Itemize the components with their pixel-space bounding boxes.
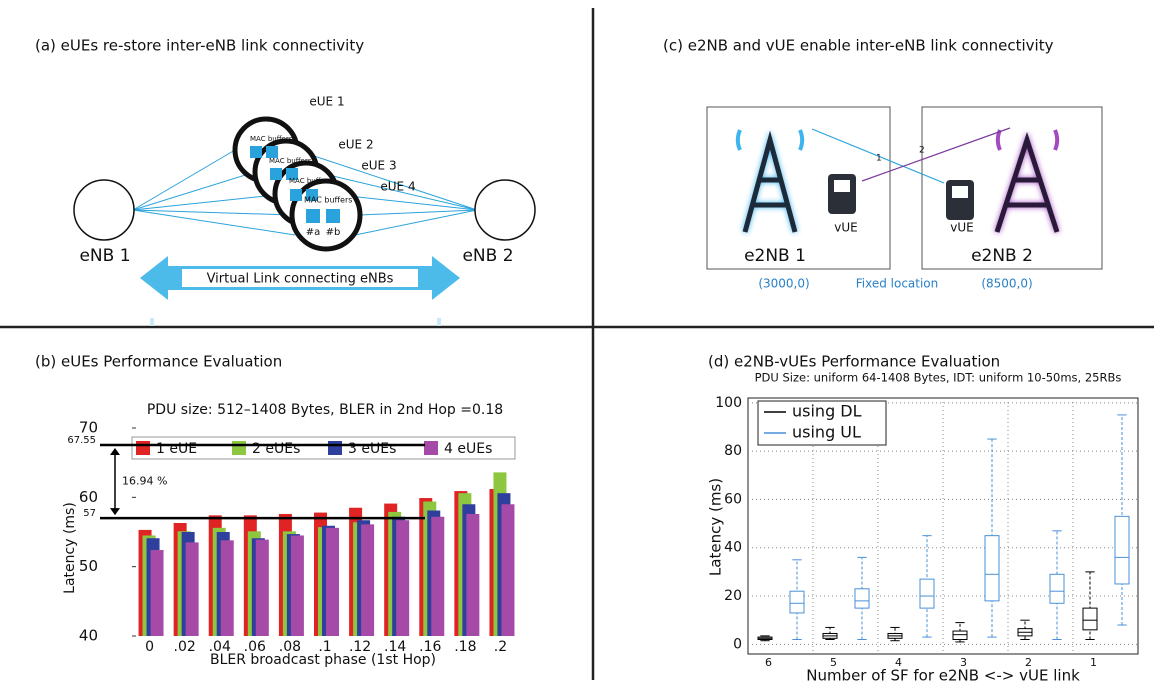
eue-label: eUE 2: [338, 138, 373, 152]
buffer-id: #a: [306, 227, 321, 238]
bar: [361, 524, 374, 636]
box: [855, 589, 869, 608]
legend-label: 2 eUEs: [252, 441, 300, 457]
panel-title: (c) e2NB and vUE enable inter-eNB link c…: [663, 37, 1054, 55]
y-tick-label: 0: [733, 636, 742, 652]
box: [1115, 516, 1129, 584]
y-tick-label: 80: [724, 443, 742, 459]
coordinate-note: Fixed location: [856, 277, 939, 291]
x-tick-label: .16: [419, 639, 441, 655]
y-tick-label: 60: [79, 488, 98, 506]
bar: [291, 535, 304, 636]
phone: [952, 186, 968, 198]
enb-label: eNB 2: [462, 246, 513, 266]
chart-subtitle: PDU Size: uniform 64-1408 Bytes, IDT: un…: [755, 371, 1122, 385]
enb-node: [74, 180, 134, 240]
bar: [466, 514, 479, 636]
bar: [501, 504, 514, 636]
bar: [396, 520, 409, 636]
x-tick-label: 3: [960, 656, 967, 669]
x-tick-label: .08: [279, 639, 301, 655]
box: [920, 579, 934, 608]
bar: [256, 540, 269, 636]
y-tick-label: 100: [715, 395, 742, 411]
box: [953, 631, 967, 639]
arrowhead: [110, 508, 120, 515]
buffer-label: MAC buffers: [250, 135, 293, 143]
figure: (a) eUEs re-store inter-eNB link connect…: [0, 0, 1154, 685]
y-tick-label: 40: [724, 540, 742, 556]
y-tick-label: 60: [724, 491, 742, 507]
box: [1083, 608, 1097, 630]
chart-subtitle: PDU size: 512–1408 Bytes, BLER in 2nd Ho…: [147, 402, 503, 418]
bar: [326, 528, 339, 636]
x-tick-label: 2: [1025, 656, 1032, 669]
e2nb-label: e2NB 1: [744, 246, 806, 266]
virtual-link-label: Virtual Link connecting eNBs: [207, 272, 394, 287]
legend-label: using UL: [792, 423, 861, 442]
link-label: 1: [876, 154, 882, 164]
coordinate: (8500,0): [981, 277, 1032, 291]
y-label: Latency (ms): [707, 478, 725, 576]
bar: [151, 550, 164, 636]
buffer-label: MAC buffers: [269, 157, 312, 165]
box: [1050, 574, 1064, 603]
arrowhead: [110, 448, 120, 455]
reference-label: 67.55: [67, 435, 96, 446]
eue-label: eUE 3: [361, 159, 396, 173]
page: (a) eUEs re-store inter-eNB link connect…: [0, 0, 1154, 685]
annotation: 16.94 %: [122, 475, 167, 488]
x-tick-label: 4: [895, 656, 902, 669]
vue-label: vUE: [834, 221, 857, 235]
eue-label: eUE 1: [309, 95, 344, 109]
x-label: Number of SF for e2NB <-> vUE link: [806, 667, 1080, 685]
x-tick-label: 6: [765, 656, 772, 669]
bar: [186, 542, 199, 636]
e2nb-label: e2NB 2: [971, 246, 1033, 266]
x-tick-label: .12: [349, 639, 371, 655]
vue-label: vUE: [950, 221, 973, 235]
phone: [834, 180, 850, 192]
y-tick-label: 50: [79, 557, 98, 575]
panel-title: (d) e2NB-vUEs Performance Evaluation: [708, 353, 1000, 371]
legend-swatch: [136, 441, 150, 455]
y-label: Latency (ms): [62, 502, 78, 594]
eue-label: eUE 4: [380, 180, 415, 194]
x-tick-label: .1: [318, 639, 331, 655]
x-tick-label: .06: [244, 639, 266, 655]
buffer-label: MAC buffers: [289, 177, 332, 185]
y-tick-label: 20: [724, 588, 742, 604]
panel-title: (a) eUEs re-store inter-eNB link connect…: [35, 37, 364, 55]
buffer-id: #b: [326, 227, 341, 238]
bar: [431, 517, 444, 636]
legend-label: 4 eUEs: [444, 441, 492, 457]
reference-label: 57: [83, 508, 96, 519]
buffer-label: MAC buffers: [304, 196, 352, 205]
x-tick-label: 0: [145, 639, 154, 655]
x-tick-label: 5: [830, 656, 837, 669]
coordinate: (3000,0): [758, 277, 809, 291]
enb-node: [475, 180, 535, 240]
box: [985, 536, 999, 601]
box: [790, 591, 804, 613]
legend-label: using DL: [792, 402, 862, 421]
x-tick-label: .04: [209, 639, 231, 655]
x-tick-label: .14: [384, 639, 406, 655]
x-tick-label: .18: [454, 639, 476, 655]
panel-title: (b) eUEs Performance Evaluation: [35, 353, 282, 371]
enb-label: eNB 1: [79, 246, 130, 266]
y-tick-label: 70: [79, 419, 98, 437]
legend-label: 3 eUEs: [348, 441, 396, 457]
y-tick-label: 40: [79, 627, 98, 645]
x-tick-label: .02: [174, 639, 196, 655]
x-tick-label: 1: [1090, 656, 1097, 669]
bar: [221, 540, 234, 636]
virtual-link: [140, 256, 460, 326]
x-tick-label: .2: [494, 639, 507, 655]
legend-swatch: [232, 441, 246, 455]
link-label: 2: [919, 146, 925, 156]
legend-swatch: [424, 441, 438, 455]
legend-swatch: [328, 441, 342, 455]
legend-label: 1 eUE: [156, 441, 197, 457]
